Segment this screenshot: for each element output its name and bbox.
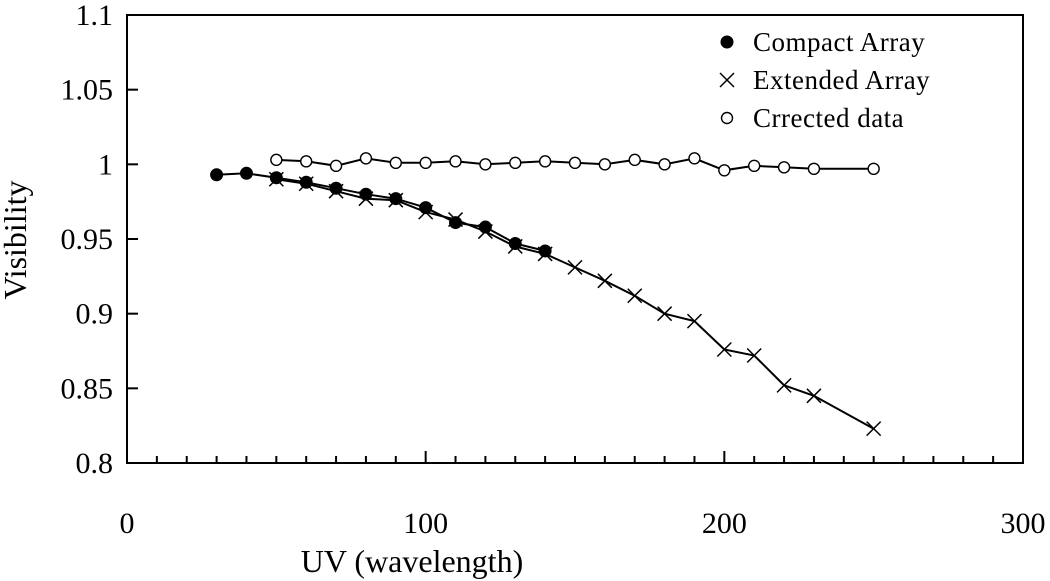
- data-point-corrected: [628, 153, 641, 167]
- series-corrected-data: [270, 152, 880, 177]
- legend-marker: [719, 72, 735, 88]
- data-point-extended: [388, 192, 404, 208]
- y-tick-label: 1: [98, 148, 113, 181]
- x-tick-label: 0: [120, 507, 135, 540]
- data-point-extended: [716, 341, 732, 358]
- y-tick-label: 0.9: [76, 298, 114, 331]
- legend-marker: [720, 111, 734, 125]
- x-axis-label: UV (wavelength): [301, 543, 523, 579]
- data-point-extended: [268, 171, 284, 187]
- data-point-corrected: [748, 159, 761, 173]
- plot-series: [210, 152, 882, 437]
- legend-label: Extended Array: [753, 65, 930, 95]
- x-tick-label: 100: [403, 507, 448, 540]
- axes: 0.8 0.85 0.9 0.95 1 1.05 1.1 0 100 200 300: [61, 0, 1046, 540]
- y-tick-label: 1.1: [76, 0, 114, 32]
- series-line: [276, 178, 875, 430]
- series-line: [216, 172, 546, 252]
- x-tick-label: 300: [1001, 507, 1046, 540]
- data-point-corrected: [479, 158, 492, 171]
- legend-label: Compact Array: [753, 27, 925, 57]
- data-point-extended: [597, 273, 613, 289]
- legend-marker: [720, 35, 734, 49]
- data-point-extended: [657, 306, 673, 322]
- data-point-extended: [746, 347, 762, 364]
- legend-item: Extended Array: [719, 65, 930, 95]
- data-point-corrected: [568, 156, 582, 170]
- data-point-corrected: [598, 158, 612, 171]
- data-point-extended: [298, 176, 314, 192]
- y-tick-label: 0.85: [61, 372, 114, 405]
- y-tick-label: 0.95: [61, 223, 114, 256]
- y-tick-label: 0.8: [76, 447, 114, 480]
- data-point-extended: [567, 259, 583, 275]
- series-compact-array: [210, 166, 552, 258]
- data-point-extended: [477, 224, 493, 240]
- data-point-compact: [210, 168, 224, 182]
- data-point-extended: [448, 212, 464, 228]
- data-point-extended: [776, 377, 792, 393]
- data-point-extended: [806, 388, 822, 404]
- y-axis-label: Visibility: [0, 181, 33, 300]
- x-tick-label: 200: [702, 507, 747, 540]
- legend-item: Crrected data: [720, 103, 904, 133]
- data-point-extended: [418, 204, 434, 220]
- legend: Compact Array Extended Array Crrected data: [719, 27, 930, 133]
- legend-label: Crrected data: [753, 103, 904, 133]
- series-extended-array: [268, 171, 882, 437]
- data-point-corrected: [658, 158, 671, 171]
- data-point-extended: [686, 313, 702, 329]
- data-point-corrected: [449, 155, 462, 168]
- data-point-corrected: [807, 162, 821, 176]
- data-point-compact: [239, 166, 253, 180]
- data-point-extended: [358, 191, 374, 207]
- data-point-compact: [269, 171, 283, 185]
- data-point-corrected: [389, 156, 402, 170]
- data-point-corrected: [867, 162, 880, 176]
- data-point-extended: [328, 183, 344, 199]
- data-point-corrected: [718, 164, 731, 177]
- data-point-corrected: [359, 152, 373, 165]
- data-point-extended: [507, 238, 523, 254]
- data-point-corrected: [688, 152, 701, 165]
- data-point-extended: [537, 246, 553, 262]
- legend-item: Compact Array: [720, 27, 925, 57]
- data-point-corrected: [419, 156, 432, 170]
- data-point-corrected: [538, 155, 552, 168]
- data-point-corrected: [300, 155, 313, 168]
- data-point-corrected: [509, 156, 522, 170]
- data-point-corrected: [777, 161, 791, 174]
- data-point-corrected: [329, 159, 343, 173]
- data-point-corrected: [270, 153, 283, 167]
- data-point-extended: [627, 288, 643, 304]
- y-tick-label: 1.05: [61, 74, 114, 107]
- data-point-extended: [866, 421, 882, 437]
